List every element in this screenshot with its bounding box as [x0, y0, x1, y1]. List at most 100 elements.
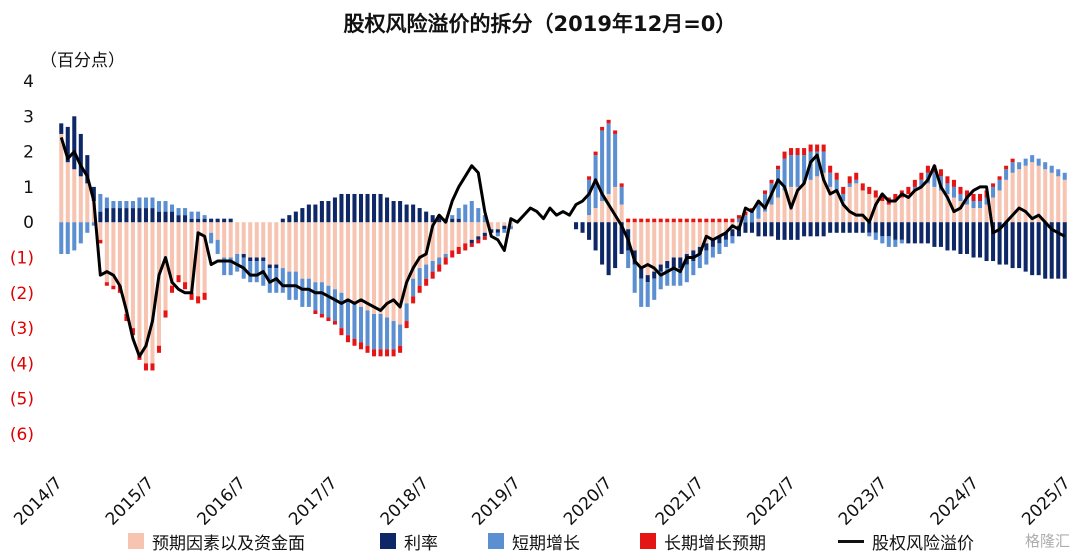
bar-short [345, 299, 350, 336]
bar-rate [228, 218, 233, 223]
bar-rate [306, 204, 311, 223]
legend-item-short: 短期增长 [488, 528, 580, 554]
bar-short [209, 232, 214, 244]
bar-expected [183, 222, 188, 283]
bar-expected [619, 204, 624, 223]
bar-expected [176, 222, 181, 276]
bar-long [437, 264, 442, 272]
bar-short [997, 179, 1002, 191]
bar-short [1010, 162, 1015, 173]
bar-short [789, 155, 794, 187]
bar-expected [202, 222, 207, 293]
bar-rate [847, 222, 852, 233]
bar-long [912, 179, 917, 187]
bar-long [691, 218, 696, 223]
bar-long [658, 218, 663, 223]
bar-rate [671, 257, 676, 269]
bar-short [372, 313, 377, 350]
bar-short [886, 236, 891, 247]
bar-short [854, 179, 859, 184]
bar-short [450, 215, 455, 219]
bar-rate [241, 253, 246, 258]
bar-rate [606, 222, 611, 276]
bar-rate [893, 222, 898, 240]
bar-rate [261, 257, 266, 262]
bar-long [189, 292, 194, 300]
bar-short [280, 268, 285, 293]
legend-swatch-long [640, 533, 656, 549]
legend-label-erp: 股权风险溢价 [872, 533, 974, 554]
bar-long [723, 218, 728, 223]
bar-short [404, 303, 409, 322]
bar-expected [398, 222, 403, 325]
bar-long [971, 193, 976, 202]
y-tick-label: 1 [23, 178, 34, 198]
bar-rate [222, 218, 227, 223]
bar-expected [671, 222, 676, 258]
bar-expected [606, 193, 611, 223]
bar-long [398, 345, 403, 353]
bar-expected [287, 222, 292, 272]
bar-rate [652, 271, 657, 279]
bar-long [736, 215, 741, 219]
bar-expected [274, 222, 279, 265]
bar-expected [665, 222, 670, 262]
bar-expected [736, 222, 741, 226]
bar-layer [59, 116, 1067, 371]
bar-expected [697, 222, 702, 247]
bar-short [150, 197, 155, 209]
bar-rate [502, 225, 507, 230]
legend-item-expected: 预期因素以及资金面 [128, 528, 305, 554]
bar-long [150, 363, 155, 371]
bar-rate [691, 250, 696, 262]
y-tick-label: (4) [10, 354, 34, 374]
bar-rate [130, 208, 135, 223]
bar-expected [463, 222, 468, 244]
bar-short [463, 204, 468, 223]
bar-long [704, 218, 709, 223]
bar-expected [717, 222, 722, 237]
bar-rate [1010, 222, 1015, 269]
bar-long [170, 285, 175, 293]
bar-rate [300, 208, 305, 223]
bar-rate [345, 193, 350, 223]
bar-expected [756, 218, 761, 223]
bar-long [130, 328, 135, 336]
bar-expected [332, 222, 337, 290]
bar-short [65, 222, 70, 254]
bar-long [587, 176, 592, 180]
bar-short [170, 204, 175, 212]
bar-expected [163, 222, 168, 311]
bar-long [684, 218, 689, 223]
bar-expected [867, 193, 872, 223]
bar-expected [495, 222, 500, 230]
bar-short [945, 183, 950, 194]
bar-expected [593, 208, 598, 223]
bar-short [867, 232, 872, 237]
bar-expected [117, 222, 122, 286]
bar-rate [254, 257, 259, 262]
bar-short [658, 271, 663, 290]
bar-expected [782, 190, 787, 223]
bar-rate [124, 208, 129, 223]
bar-long [404, 321, 409, 329]
bar-rate [932, 222, 937, 247]
bar-long [606, 119, 611, 124]
bar-expected [828, 186, 833, 223]
bar-rate [580, 222, 585, 233]
bar-short [697, 253, 702, 269]
bar-rate [860, 222, 865, 233]
bar-rate [372, 193, 377, 223]
bar-expected [280, 222, 285, 269]
bar-rate [156, 211, 162, 223]
bar-expected [815, 176, 820, 223]
bar-short [645, 282, 650, 307]
bar-short [378, 313, 383, 350]
bar-rate [65, 126, 70, 163]
bar-rate [736, 225, 741, 237]
bar-long [104, 282, 109, 286]
bar-expected [964, 204, 970, 223]
bar-rate [951, 222, 956, 251]
bar-short [978, 201, 983, 209]
x-tick-label: 2022/7 [743, 473, 799, 529]
